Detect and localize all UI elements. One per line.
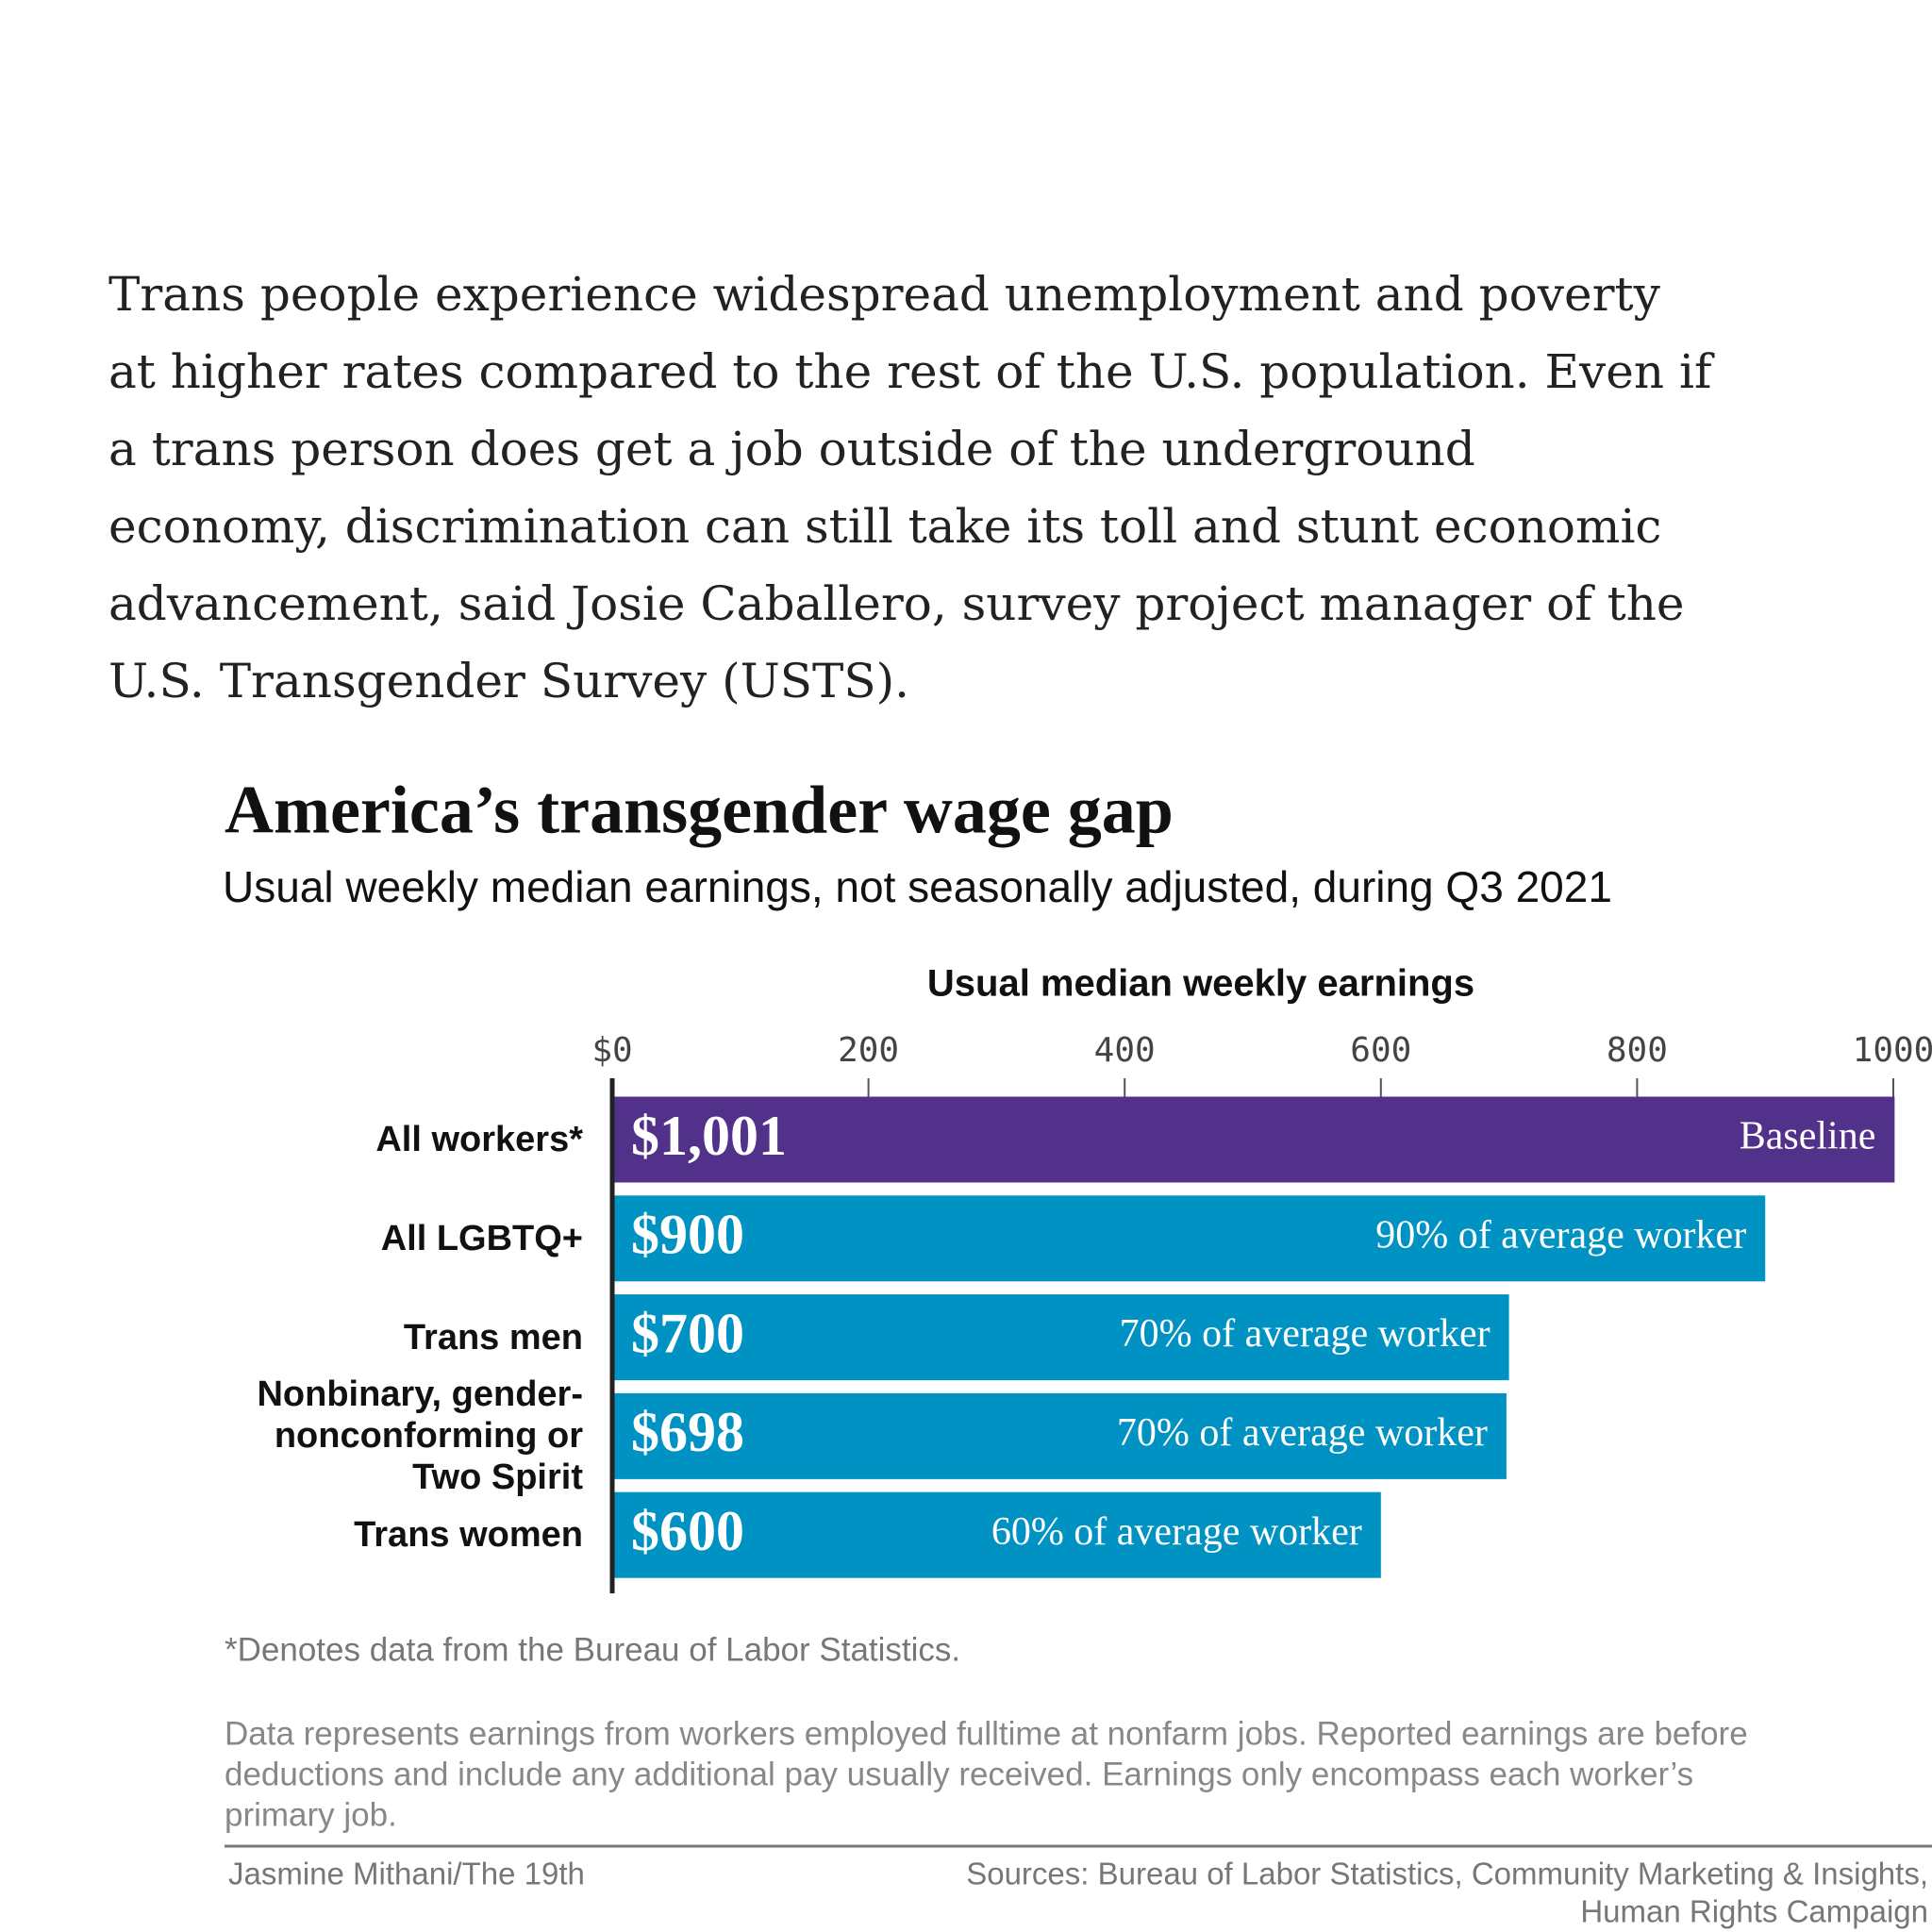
- value-label: $600: [631, 1500, 744, 1562]
- x-tick-label: 600: [1350, 1031, 1411, 1070]
- value-label: $698: [631, 1401, 744, 1463]
- bar: [612, 1096, 1895, 1183]
- bar: [612, 1491, 1381, 1578]
- x-tick-label: 200: [838, 1031, 899, 1070]
- category-label-box: Trans men: [189, 1272, 583, 1404]
- category-label-box: Trans women: [189, 1469, 583, 1601]
- y-tick-label: Trans men: [403, 1317, 583, 1357]
- category-label-wrap: Nonbinary, gender-nonconforming or Two S…: [189, 1370, 583, 1502]
- note-line: deductions and include any additional pa…: [225, 1756, 1693, 1792]
- category-label-wrap: Trans women: [189, 1469, 583, 1601]
- category-label-box: All workers*: [189, 1074, 583, 1206]
- bar: [612, 1195, 1766, 1282]
- category-label-wrap: All LGBTQ+: [189, 1173, 583, 1305]
- x-tick-label: 400: [1094, 1031, 1156, 1070]
- paragraph-line: a trans person does get a job outside of…: [108, 422, 1475, 476]
- y-tick-label: All LGBTQ+: [380, 1218, 583, 1258]
- value-label: $1,001: [631, 1105, 787, 1167]
- category-label-wrap: All workers*: [189, 1074, 583, 1206]
- x-tick-label: $0: [591, 1031, 632, 1070]
- chart-title: America’s transgender wage gap: [225, 773, 1174, 848]
- x-tick-label: 800: [1607, 1031, 1668, 1070]
- category-label-wrap: Trans men: [189, 1272, 583, 1404]
- value-label: $700: [631, 1302, 744, 1364]
- source-line: Human Rights Campaign: [1580, 1894, 1928, 1929]
- x-axis-title: Usual median weekly earnings: [927, 963, 1474, 1005]
- y-tick-label: Trans women: [354, 1515, 583, 1556]
- bar-annotation: 70% of average worker: [1117, 1411, 1488, 1455]
- x-tick-label: 1000: [1853, 1031, 1932, 1070]
- paragraph-line: at higher rates compared to the rest of …: [108, 344, 1715, 399]
- category-label-box: Nonbinary, gender-nonconforming or Two S…: [189, 1370, 583, 1502]
- bar: [612, 1392, 1507, 1479]
- source-line: Sources: Bureau of Labor Statistics, Com…: [966, 1857, 1928, 1891]
- chart-subtitle: Usual weekly median earnings, not season…: [223, 862, 1612, 911]
- credit: Jasmine Mithani/The 19th: [228, 1857, 585, 1891]
- footnote: *Denotes data from the Bureau of Labor S…: [225, 1631, 960, 1668]
- y-tick-label: Nonbinary, gender-nonconforming or Two S…: [257, 1374, 583, 1498]
- category-label-box: All LGBTQ+: [189, 1173, 583, 1305]
- bar-annotation: Baseline: [1740, 1115, 1876, 1158]
- note-line: Data represents earnings from workers em…: [225, 1715, 1748, 1752]
- paragraph-line: U.S. Transgender Survey (USTS).: [108, 654, 909, 708]
- paragraph-line: economy, discrimination can still take i…: [108, 499, 1661, 554]
- y-tick-label: All workers*: [375, 1120, 583, 1159]
- paragraph-line: Trans people experience widespread unemp…: [108, 267, 1661, 322]
- note-line: primary job.: [225, 1796, 397, 1833]
- value-label: $900: [631, 1204, 744, 1266]
- bar-annotation: 70% of average worker: [1120, 1312, 1491, 1356]
- bar-annotation: 90% of average worker: [1375, 1213, 1746, 1257]
- paragraph-line: advancement, said Josie Caballero, surve…: [108, 576, 1684, 631]
- bar-annotation: 60% of average worker: [991, 1510, 1362, 1554]
- bar: [612, 1294, 1509, 1381]
